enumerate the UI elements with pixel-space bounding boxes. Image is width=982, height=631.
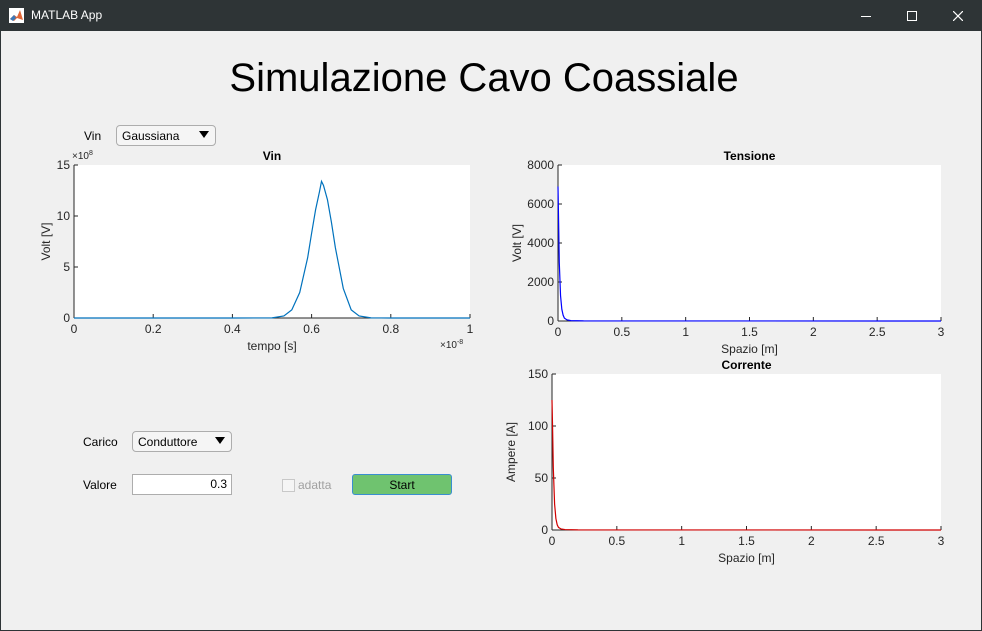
corrente-y-tick-label: 100: [528, 419, 548, 433]
corrente-series-line: [551, 399, 942, 531]
maximize-button[interactable]: [889, 0, 935, 31]
vin-x-label: tempo [s]: [247, 339, 296, 353]
tensione-y-label: Volt [V]: [510, 224, 524, 262]
vin-y-tick-label: 0: [63, 311, 70, 325]
vin-series-line: [74, 179, 470, 319]
vin-y-tick-label: 15: [57, 158, 71, 172]
tensione-x-tick-label: 3: [938, 325, 945, 339]
window-title: MATLAB App: [31, 8, 103, 22]
vin-x-tick-label: 0: [71, 322, 78, 336]
tensione-y-tick-label: 6000: [527, 197, 554, 211]
corrente-x-tick-label: 2: [808, 534, 815, 548]
vin-x-tick-label: 0.4: [224, 322, 241, 336]
corrente-x-tick-label: 0: [549, 534, 556, 548]
vin-x-exponent: -8: [457, 339, 463, 346]
tensione-series-line: [557, 186, 942, 322]
vin-x-tick-label: 0.6: [303, 322, 320, 336]
vin-x-multiplier: ×10-8: [440, 339, 463, 351]
dropdown-arrow-icon: [215, 437, 225, 444]
corrente-y-tick-label: 0: [541, 523, 548, 537]
tensione-x-label: Spazio [m]: [721, 342, 778, 356]
vin-label: Vin: [84, 129, 102, 143]
corrente-x-tick-label: 0.5: [608, 534, 625, 548]
tensione-x-tick-label: 2: [810, 325, 817, 339]
corrente-x-tick-label: 2.5: [868, 534, 885, 548]
vin-x-tick-label: 0.2: [145, 322, 162, 336]
vin-y-tick-label: 10: [57, 209, 71, 223]
close-button[interactable]: [935, 0, 981, 31]
tensione-y-tick-label: 2000: [527, 275, 554, 289]
adatta-checkbox[interactable]: adatta: [282, 478, 331, 492]
tensione-x-tick-label: 2.5: [869, 325, 886, 339]
matlab-logo-icon: [9, 8, 24, 23]
tensione-x-tick-label: 1.5: [741, 325, 758, 339]
minimize-button[interactable]: [843, 0, 889, 31]
tensione-x-tick-label: 1: [682, 325, 689, 339]
corrente-y-tick-label: 50: [535, 471, 549, 485]
title-bar: MATLAB App: [0, 0, 982, 31]
corrente-x-tick-label: 1.5: [738, 534, 755, 548]
vin-plot-area: [74, 165, 470, 318]
corrente-y-label: Ampere [A]: [504, 422, 518, 482]
vin-dropdown-value: Gaussiana: [122, 128, 180, 143]
close-icon: [953, 10, 963, 21]
vin-x-tick-label: 0.8: [382, 322, 399, 336]
tensione-y-tick-label: 8000: [527, 158, 554, 172]
carico-dropdown-value: Conduttore: [138, 434, 198, 449]
tensione-plot-area: [558, 165, 941, 321]
vin-dropdown[interactable]: Gaussiana: [116, 125, 216, 146]
corrente-x-label: Spazio [m]: [718, 551, 775, 565]
valore-field[interactable]: 0.3: [132, 474, 232, 495]
carico-label: Carico: [83, 435, 118, 449]
corrente-title: Corrente: [721, 358, 771, 372]
page-title: Simulazione Cavo Coassiale: [229, 56, 739, 100]
adatta-checkbox-label: adatta: [298, 478, 332, 492]
valore-label: Valore: [83, 478, 117, 492]
minimize-icon: [861, 15, 871, 17]
tensione-x-tick-label: 0.5: [613, 325, 630, 339]
corrente-x-tick-label: 1: [678, 534, 685, 548]
tensione-y-tick-label: 4000: [527, 236, 554, 250]
corrente-y-tick-label: 150: [528, 367, 548, 381]
tensione-title: Tensione: [724, 149, 776, 163]
tensione-y-tick-label: 0: [547, 314, 554, 328]
start-button[interactable]: Start: [352, 474, 452, 495]
vin-y-tick-label: 5: [63, 260, 70, 274]
vin-y-exponent: 8: [89, 150, 93, 157]
corrente-x-tick-label: 3: [938, 534, 945, 548]
vin-x-tick-label: 1: [467, 322, 474, 336]
adatta-checkbox-box[interactable]: [282, 478, 295, 492]
corrente-plot-area: [552, 374, 941, 530]
dropdown-arrow-icon: [199, 131, 209, 138]
maximize-icon: [907, 10, 917, 21]
carico-dropdown[interactable]: Conduttore: [132, 431, 232, 452]
vin-title: Vin: [263, 149, 281, 163]
vin-y-multiplier: ×108: [72, 150, 93, 162]
vin-y-label: Volt [V]: [39, 222, 53, 260]
tensione-x-tick-label: 0: [555, 325, 562, 339]
